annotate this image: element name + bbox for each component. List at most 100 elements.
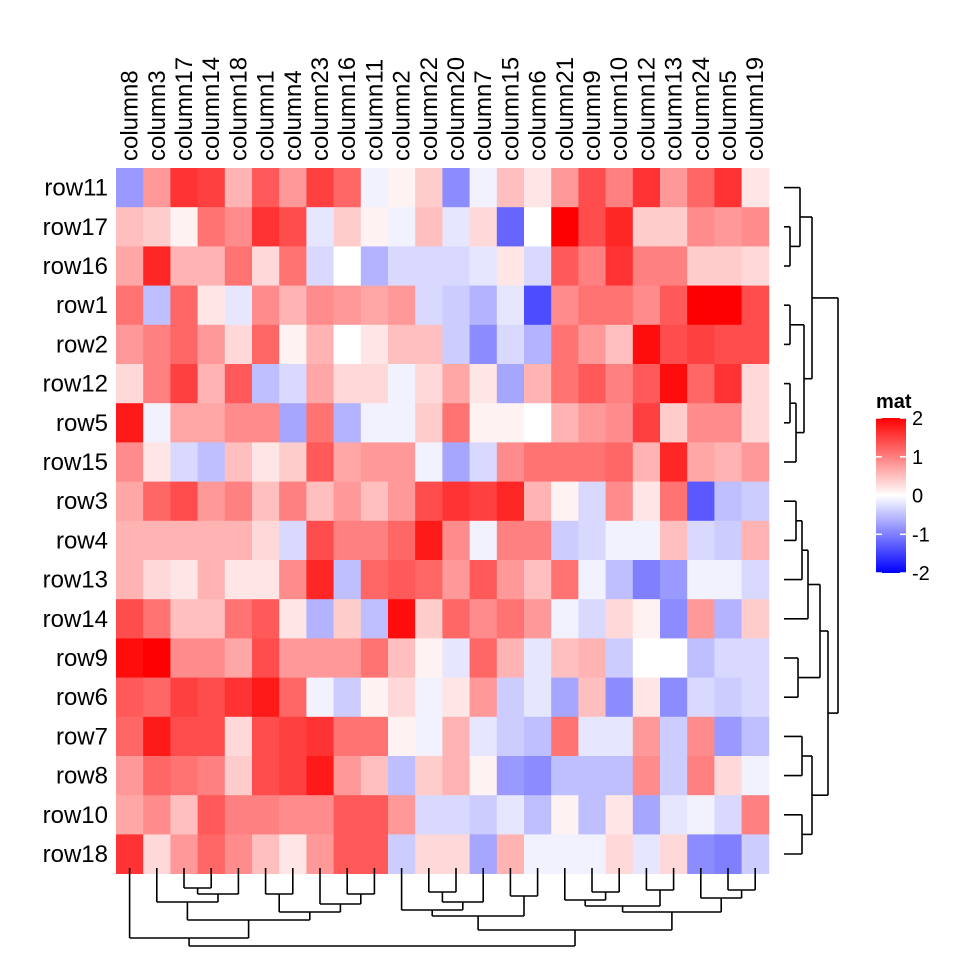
heatmap-cell: [496, 246, 525, 286]
heatmap-cell: [524, 168, 552, 208]
heatmap-cell: [605, 246, 634, 286]
heatmap-cell: [360, 442, 389, 482]
heatmap-cell: [632, 716, 661, 757]
heatmap-cell: [415, 560, 443, 600]
heatmap-cell: [687, 207, 715, 247]
heatmap-cell: [524, 442, 552, 482]
heatmap-cell: [741, 324, 770, 365]
heatmap-cell: [496, 168, 525, 208]
column-label: column24: [688, 57, 715, 161]
heatmap-cell: [197, 207, 226, 247]
heatmap-cell: [306, 795, 334, 835]
heatmap-cell: [279, 442, 307, 482]
heatmap-cell: [306, 324, 334, 365]
heatmap-cell: [496, 599, 525, 639]
heatmap-cell: [741, 795, 770, 835]
heatmap-cell: [170, 481, 198, 522]
heatmap-cell: [469, 481, 498, 522]
heatmap-cell: [360, 795, 389, 835]
heatmap-cell: [197, 716, 226, 757]
row-label: row1: [56, 292, 108, 319]
heatmap-cell: [524, 324, 552, 365]
heatmap-cell: [714, 403, 742, 443]
heatmap-cell: [252, 207, 280, 247]
heatmap-cell: [143, 481, 171, 522]
heatmap-cell: [388, 795, 416, 835]
heatmap-cell: [442, 599, 470, 639]
heatmap-cell: [687, 246, 715, 286]
heatmap-cell: [360, 638, 389, 678]
heatmap-cell: [224, 285, 253, 326]
heatmap-cell: [469, 364, 498, 404]
heatmap-cell: [170, 795, 198, 835]
heatmap-cell: [224, 795, 253, 835]
heatmap-cell: [551, 324, 579, 365]
heatmap-cell: [741, 638, 770, 678]
heatmap-cell: [306, 520, 334, 561]
heatmap-cell: [224, 168, 253, 208]
heatmap-cell: [687, 324, 715, 365]
heatmap-cell: [224, 560, 253, 600]
heatmap-cell: [578, 168, 606, 208]
column-label: column4: [280, 70, 307, 161]
heatmap-cell: [143, 795, 171, 835]
heatmap-cell: [741, 716, 770, 757]
heatmap-cell: [333, 520, 362, 561]
heatmap-cell: [252, 324, 280, 365]
heatmap-cell: [687, 795, 715, 835]
heatmap-cell: [333, 285, 362, 326]
heatmap-cell: [687, 638, 715, 678]
heatmap-cell: [741, 677, 770, 718]
heatmap-cell: [116, 834, 144, 874]
heatmap-cell: [524, 560, 552, 600]
heatmap-cell: [741, 560, 770, 600]
heatmap-cell: [197, 638, 226, 678]
heatmap-cell: [116, 442, 144, 482]
heatmap-cell: [496, 756, 525, 796]
heatmap-cell: [170, 364, 198, 404]
heatmap-cell: [388, 481, 416, 522]
heatmap-cell: [306, 716, 334, 757]
column-label: column16: [334, 57, 361, 161]
heatmap-cell: [279, 677, 307, 718]
heatmap-cell: [360, 246, 389, 286]
heatmap-cell: [306, 403, 334, 443]
heatmap-cell: [741, 599, 770, 639]
heatmap-cell: [496, 285, 525, 326]
heatmap-cell: [605, 481, 634, 522]
column-label: column19: [742, 57, 769, 161]
heatmap-cell: [605, 756, 634, 796]
heatmap-cell: [496, 638, 525, 678]
heatmap-cell: [660, 560, 688, 600]
heatmap-cell: [687, 285, 715, 326]
heatmap-cell: [252, 677, 280, 718]
heatmap-cell: [279, 520, 307, 561]
heatmap-cell: [469, 520, 498, 561]
heatmap-cell: [741, 834, 770, 874]
heatmap-cell: [578, 638, 606, 678]
heatmap-cell: [442, 364, 470, 404]
heatmap-cell: [388, 403, 416, 443]
heatmap-cell: [469, 207, 498, 247]
heatmap-cell: [496, 795, 525, 835]
row-label: row9: [56, 645, 108, 672]
heatmap-cell: [496, 834, 525, 874]
column-label: column21: [552, 57, 579, 161]
heatmap-cell: [415, 403, 443, 443]
heatmap-cell: [551, 560, 579, 600]
heatmap-cell: [442, 520, 470, 561]
heatmap-cell: [224, 716, 253, 757]
heatmap-cell: [605, 324, 634, 365]
heatmap-cell: [388, 716, 416, 757]
heatmap-cell: [687, 442, 715, 482]
heatmap-cell: [170, 756, 198, 796]
row-label: row12: [43, 371, 108, 398]
heatmap-cell: [306, 364, 334, 404]
heatmap-cell: [660, 638, 688, 678]
heatmap-cell: [442, 716, 470, 757]
column-label: column15: [497, 57, 524, 161]
heatmap-cell: [252, 442, 280, 482]
heatmap-cell: [578, 834, 606, 874]
heatmap-cell: [605, 716, 634, 757]
